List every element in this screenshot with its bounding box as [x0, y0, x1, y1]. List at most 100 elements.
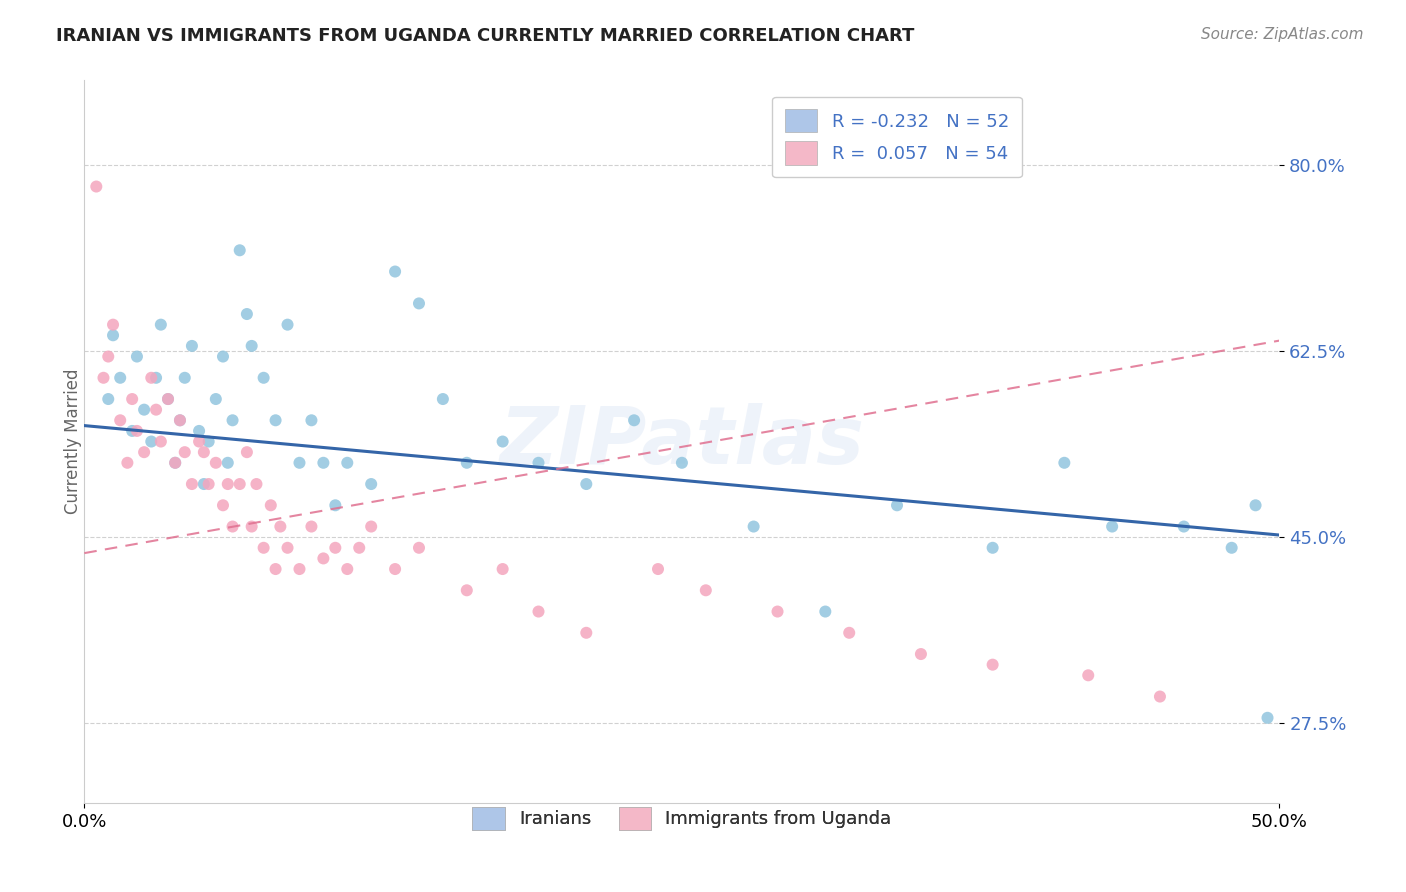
- Point: [360, 519, 382, 533]
- Point: [188, 434, 211, 449]
- Point: [229, 244, 252, 258]
- Point: [125, 424, 148, 438]
- Text: IRANIAN VS IMMIGRANTS FROM UGANDA CURRENTLY MARRIED CORRELATION CHART: IRANIAN VS IMMIGRANTS FROM UGANDA CURREN…: [56, 27, 915, 45]
- Point: [173, 371, 195, 385]
- Point: [456, 456, 478, 470]
- Point: [456, 583, 478, 598]
- Point: [145, 402, 167, 417]
- Point: [212, 498, 235, 512]
- Point: [110, 413, 132, 427]
- Point: [181, 477, 204, 491]
- Point: [886, 498, 908, 512]
- Point: [188, 424, 211, 438]
- Point: [217, 456, 239, 470]
- Point: [269, 519, 291, 533]
- Point: [312, 551, 335, 566]
- Point: [1077, 668, 1099, 682]
- Point: [349, 541, 371, 555]
- Point: [125, 350, 148, 364]
- Point: [623, 413, 645, 427]
- Point: [647, 562, 669, 576]
- Point: [277, 541, 299, 555]
- Point: [671, 456, 693, 470]
- Point: [312, 456, 335, 470]
- Point: [117, 456, 139, 470]
- Text: ZIPatlas: ZIPatlas: [499, 402, 865, 481]
- Point: [336, 456, 359, 470]
- Point: [165, 456, 187, 470]
- Point: [149, 318, 172, 332]
- Point: [169, 413, 191, 427]
- Point: [288, 456, 311, 470]
- Point: [838, 625, 860, 640]
- Point: [360, 477, 382, 491]
- Point: [236, 307, 259, 321]
- Point: [157, 392, 180, 406]
- Point: [264, 413, 287, 427]
- Point: [221, 519, 243, 533]
- Point: [193, 445, 215, 459]
- Point: [101, 318, 124, 332]
- Point: [141, 434, 163, 449]
- Point: [288, 562, 311, 576]
- Text: Source: ZipAtlas.com: Source: ZipAtlas.com: [1201, 27, 1364, 42]
- Point: [181, 339, 204, 353]
- Point: [121, 392, 143, 406]
- Point: [260, 498, 283, 512]
- Point: [575, 477, 598, 491]
- Point: [264, 562, 287, 576]
- Point: [253, 541, 276, 555]
- Point: [240, 519, 263, 533]
- Point: [432, 392, 454, 406]
- Point: [742, 519, 765, 533]
- Point: [229, 477, 252, 491]
- Point: [301, 413, 323, 427]
- Point: [221, 413, 243, 427]
- Point: [575, 625, 598, 640]
- Point: [173, 445, 195, 459]
- Point: [245, 477, 267, 491]
- Point: [527, 605, 550, 619]
- Point: [193, 477, 215, 491]
- Point: [1149, 690, 1171, 704]
- Point: [325, 541, 347, 555]
- Point: [1101, 519, 1123, 533]
- Point: [814, 605, 837, 619]
- Point: [1173, 519, 1195, 533]
- Point: [212, 350, 235, 364]
- Point: [149, 434, 172, 449]
- Point: [384, 562, 406, 576]
- Point: [408, 541, 430, 555]
- Point: [217, 477, 239, 491]
- Point: [1053, 456, 1076, 470]
- Point: [110, 371, 132, 385]
- Legend: Iranians, Immigrants from Uganda: Iranians, Immigrants from Uganda: [465, 799, 898, 837]
- Point: [97, 392, 120, 406]
- Point: [86, 179, 108, 194]
- Point: [240, 339, 263, 353]
- Point: [408, 296, 430, 310]
- Point: [145, 371, 167, 385]
- Point: [132, 445, 156, 459]
- Point: [981, 541, 1004, 555]
- Point: [93, 371, 115, 385]
- Point: [277, 318, 299, 332]
- Point: [101, 328, 124, 343]
- Point: [492, 562, 515, 576]
- Point: [910, 647, 932, 661]
- Point: [766, 605, 789, 619]
- Point: [695, 583, 717, 598]
- Point: [121, 424, 143, 438]
- Point: [205, 392, 228, 406]
- Point: [336, 562, 359, 576]
- Point: [384, 264, 406, 278]
- Point: [197, 477, 219, 491]
- Point: [157, 392, 180, 406]
- Point: [253, 371, 276, 385]
- Point: [527, 456, 550, 470]
- Point: [169, 413, 191, 427]
- Point: [492, 434, 515, 449]
- Point: [981, 657, 1004, 672]
- Y-axis label: Currently Married: Currently Married: [65, 368, 82, 515]
- Point: [141, 371, 163, 385]
